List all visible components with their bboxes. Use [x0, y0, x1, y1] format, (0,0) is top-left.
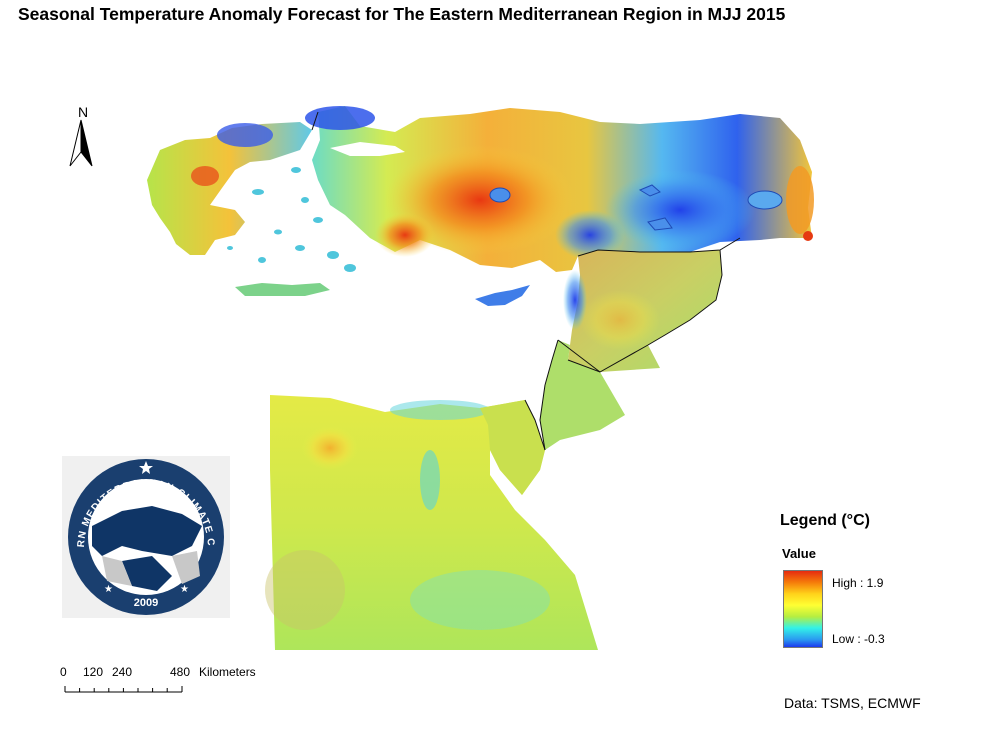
legend-high-label: High : 1.9: [832, 576, 884, 590]
scale-tick-480: 480: [170, 665, 191, 679]
legend-title: Legend (°C): [780, 512, 870, 529]
nile-cool: [420, 450, 440, 510]
west-desert-warm: [302, 426, 358, 470]
southwest-warm: [265, 550, 345, 630]
scale-tick-240: 240: [112, 665, 133, 679]
crete-island: [235, 283, 330, 296]
data-credit: Data: TSMS, ECMWF: [784, 695, 921, 711]
marmara-sea: [330, 142, 405, 156]
greece-warm-spot: [191, 166, 219, 186]
svg-text:★: ★: [104, 584, 113, 595]
emcc-logo-icon: ★ ★ 2009 EASTERN MEDITERRANEAN CLIMATE C…: [62, 456, 230, 618]
thrace-cool: [305, 106, 375, 130]
lake-van: [747, 190, 783, 210]
egypt-coast-cool: [390, 400, 490, 420]
north-arrow-letter: N: [78, 104, 89, 120]
east-border-warm: [786, 166, 814, 234]
north-arrow-icon: [69, 119, 93, 167]
east-border-hot: [803, 231, 813, 241]
logo-year: 2009: [134, 597, 158, 609]
scale-tick-120: 120: [83, 665, 104, 679]
greece-landmass: [147, 122, 312, 255]
scale-bar: [64, 686, 183, 693]
southeast-cool: [555, 210, 625, 260]
legend-color-ramp: [783, 570, 823, 648]
country-borders: [311, 111, 741, 451]
scale-tick-0: 0: [60, 665, 67, 679]
map-title: Seasonal Temperature Anomaly Forecast fo…: [18, 4, 786, 24]
svg-text:★: ★: [180, 584, 189, 595]
southeast-egypt-cool: [410, 570, 550, 630]
sinai-region: [480, 400, 545, 495]
lake-east: [638, 184, 661, 197]
levant-region: [540, 340, 625, 450]
syria-warm: [580, 290, 660, 350]
legend-subtitle: Value: [782, 546, 816, 561]
legend-low-label: Low : -0.3: [832, 632, 885, 646]
east-anatolia-cool: [605, 170, 755, 250]
greece-cool-spot: [217, 123, 273, 147]
lake-keban: [647, 217, 673, 231]
lake-tuz: [489, 187, 511, 203]
aegean-islands: [227, 167, 356, 272]
cyprus-island: [475, 285, 530, 306]
west-anatolia-warm: [375, 213, 435, 257]
scale-unit: Kilometers: [199, 665, 256, 679]
